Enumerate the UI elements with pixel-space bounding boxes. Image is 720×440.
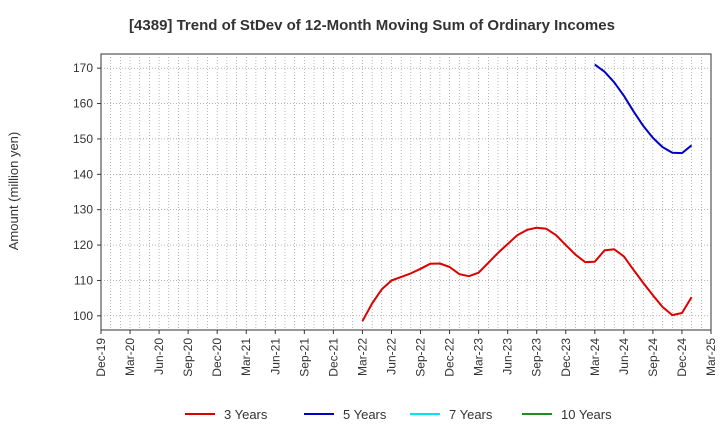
x-tick-label: Mar-23 (472, 338, 486, 376)
x-tick-label: Dec-21 (326, 338, 340, 377)
x-tick-label: Mar-22 (355, 338, 369, 376)
gridlines (101, 54, 711, 330)
y-axis-label: Amount (million yen) (6, 132, 21, 251)
x-tick-label: Dec-22 (443, 338, 457, 377)
x-tick-label: Dec-20 (210, 338, 224, 377)
y-axis: 100 110 120 130 140 150 160 170 (73, 61, 101, 323)
x-tick-label: Jun-20 (152, 338, 166, 375)
y-tick-label: 100 (73, 309, 93, 323)
x-tick-label: Mar-21 (239, 338, 253, 376)
y-tick-label: 130 (73, 203, 93, 217)
x-tick-label: Mar-24 (588, 338, 602, 376)
series-line (594, 63, 693, 155)
y-tick-label: 120 (73, 238, 93, 252)
x-tick-label: Jun-21 (268, 338, 282, 375)
series-lines (361, 63, 693, 322)
y-tick-label: 140 (73, 167, 93, 181)
x-tick-label: Jun-24 (617, 338, 631, 375)
y-tick-label: 160 (73, 97, 93, 111)
y-tick-label: 110 (74, 273, 93, 287)
plot-area (100, 53, 712, 331)
x-tick-label: Sep-23 (530, 338, 544, 377)
legend-label: 7 Years (449, 407, 493, 422)
x-tick-label: Mar-20 (123, 338, 137, 376)
x-tick-label: Sep-22 (414, 338, 428, 377)
x-tick-label: Jun-22 (384, 338, 398, 375)
x-tick-label: Jun-23 (501, 338, 515, 375)
plot-frame (100, 53, 712, 331)
y-tick-label: 170 (73, 61, 93, 75)
legend-label: 10 Years (561, 407, 612, 422)
chart-title: [4389] Trend of StDev of 12-Month Moving… (129, 17, 615, 34)
x-tick-label: Sep-20 (181, 338, 195, 377)
legend-label: 3 Years (224, 407, 268, 422)
x-tick-label: Dec-24 (675, 338, 689, 377)
series-line (361, 226, 693, 322)
x-tick-label: Mar-25 (704, 338, 718, 376)
legend: 3 Years 5 Years 7 Years 10 Years (185, 407, 612, 422)
x-axis: Dec-19 Mar-20 Jun-20 Sep-20 Dec-20 Mar-21 Jun-… (94, 330, 718, 377)
legend-label: 5 Years (343, 407, 387, 422)
y-tick-label: 150 (73, 132, 93, 146)
x-tick-label: Dec-23 (559, 338, 573, 377)
x-tick-label: Dec-19 (94, 338, 108, 377)
x-tick-label: Sep-24 (646, 338, 660, 377)
x-tick-label: Sep-21 (297, 338, 311, 377)
